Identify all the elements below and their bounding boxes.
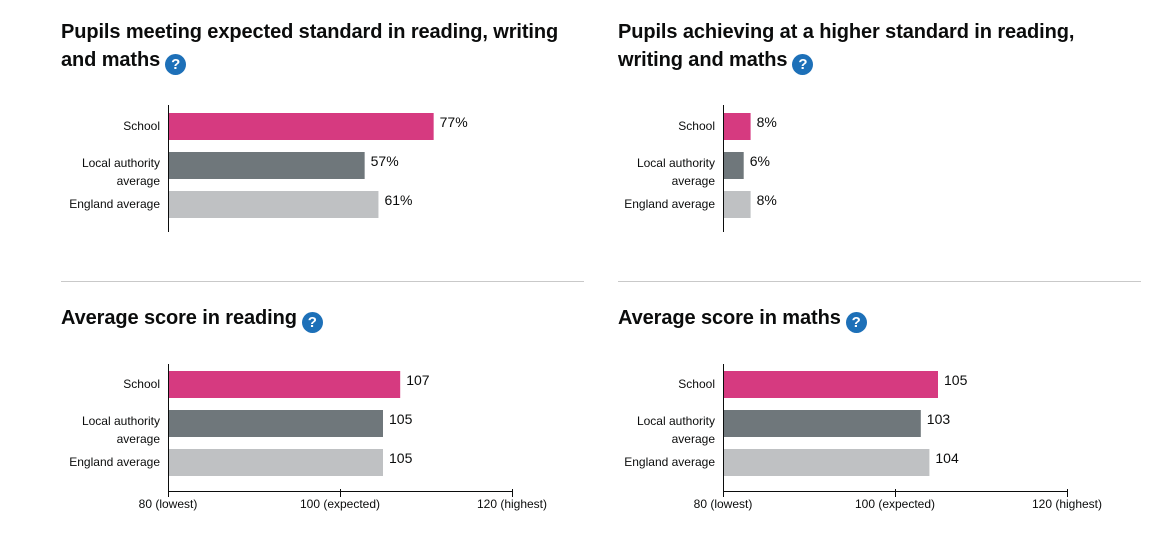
category-label: Local authority — [82, 156, 160, 170]
category-label: Local authority — [637, 156, 715, 170]
category-label: England average — [69, 455, 160, 469]
data-label: 107 — [406, 372, 430, 388]
bar — [723, 152, 744, 179]
chart-title: Average score in reading? — [61, 304, 581, 333]
bar — [723, 449, 930, 476]
data-label: 105 — [389, 411, 413, 427]
data-label: 6% — [750, 153, 770, 169]
data-label: 61% — [384, 192, 412, 208]
category-label: Local authority — [82, 414, 160, 428]
category-label: School — [678, 119, 715, 133]
data-label: 77% — [440, 114, 468, 130]
section-divider — [61, 281, 584, 282]
chart-title: Pupils meeting expected standard in read… — [61, 21, 559, 75]
bar — [168, 449, 383, 476]
bar — [723, 410, 921, 437]
help-question-icon[interactable]: ? — [792, 54, 814, 75]
chart-title: Average score in maths? — [618, 304, 1138, 333]
category-label: average — [672, 432, 716, 446]
category-label: School — [123, 377, 160, 391]
data-label: 103 — [927, 411, 951, 427]
category-label: average — [117, 174, 161, 188]
category-label: England average — [624, 197, 715, 211]
category-label: average — [672, 174, 716, 188]
bar — [168, 191, 379, 218]
data-label: 105 — [389, 450, 413, 466]
help-question-icon[interactable]: ? — [165, 54, 187, 75]
data-label: 105 — [944, 372, 968, 388]
bar — [168, 410, 383, 437]
data-label: 104 — [935, 450, 959, 466]
data-label: 8% — [757, 192, 777, 208]
chart-title: Pupils achieving at a higher standard in… — [618, 21, 1075, 75]
tick-label: 80 (lowest) — [139, 497, 198, 511]
help-question-icon[interactable]: ? — [845, 312, 867, 333]
bar — [723, 113, 751, 140]
category-label: average — [117, 432, 161, 446]
bar — [168, 371, 401, 398]
tick-label: 100 (expected) — [300, 497, 380, 511]
tick-label: 120 (highest) — [477, 497, 547, 511]
category-label: School — [123, 119, 160, 133]
category-label: England average — [624, 455, 715, 469]
bar — [168, 113, 434, 140]
section-divider — [618, 281, 1141, 282]
bar — [723, 191, 751, 218]
bar — [168, 152, 365, 179]
tick-label: 120 (highest) — [1032, 497, 1102, 511]
category-label: School — [678, 377, 715, 391]
category-label: Local authority — [637, 414, 715, 428]
tick-label: 80 (lowest) — [694, 497, 753, 511]
tick-label: 100 (expected) — [855, 497, 935, 511]
data-label: 8% — [757, 114, 777, 130]
data-label: 57% — [371, 153, 399, 169]
category-label: England average — [69, 197, 160, 211]
bar — [723, 371, 938, 398]
help-question-icon[interactable]: ? — [301, 312, 323, 333]
